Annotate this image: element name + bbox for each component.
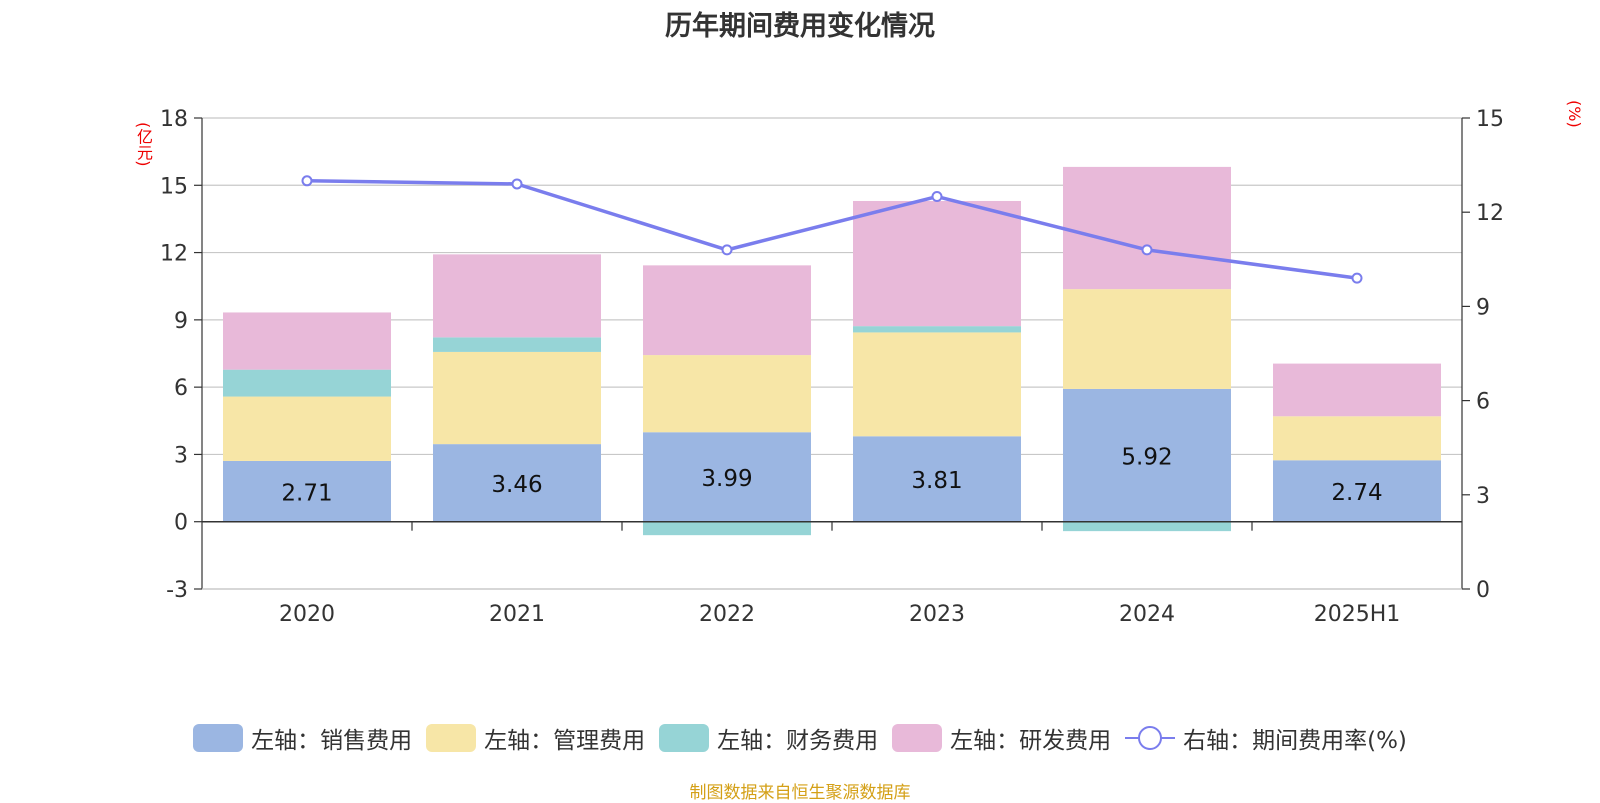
category-label: 2025H1 (1314, 602, 1401, 627)
bar-segment (1273, 363, 1441, 417)
left-tick-label: 6 (174, 376, 188, 401)
legend-label: 右轴：期间费用率(%) (1183, 728, 1407, 754)
bar-segment (853, 332, 1021, 437)
bar-segment (1063, 289, 1231, 389)
bar-segment (433, 337, 601, 352)
legend-label: 左轴：销售费用 (251, 728, 413, 754)
bar-segment (1063, 166, 1231, 290)
bar-value-label: 3.99 (701, 466, 752, 492)
left-tick-label: -3 (166, 578, 188, 603)
bar-segment (223, 312, 391, 370)
bar-segment (853, 200, 1021, 327)
rate-point (721, 244, 733, 256)
category-label: 2024 (1119, 602, 1175, 627)
right-tick-label: 0 (1476, 578, 1490, 603)
left-tick-label: 9 (174, 309, 188, 334)
bar-value-label: 2.74 (1331, 480, 1382, 506)
bar-value-label: 3.81 (911, 468, 962, 494)
rate-point (511, 178, 523, 190)
left-tick-label: 12 (160, 242, 188, 267)
legend-item[interactable]: 左轴：销售费用 (193, 721, 412, 755)
chart-title: 历年期间费用变化情况 (665, 11, 935, 42)
bar-segment (1273, 416, 1441, 461)
legend-label: 左轴：财务费用 (717, 728, 879, 754)
bar-value-label: 2.71 (281, 480, 332, 506)
legend-item[interactable]: 左轴：财务费用 (659, 721, 878, 755)
right-tick-label: 6 (1476, 390, 1490, 415)
bar-value-label: 5.92 (1121, 444, 1172, 470)
bar-segment (643, 432, 811, 522)
legend-item[interactable]: 左轴：管理费用 (426, 721, 645, 755)
bar-segment (853, 436, 1021, 522)
legend-item[interactable]: 右轴：期间费用率(%) (1125, 721, 1407, 755)
category-label: 2023 (909, 602, 965, 627)
bar-segment (853, 326, 1021, 333)
bar-segment (433, 351, 601, 445)
left-tick-label: 18 (160, 107, 188, 132)
bar-segment (1063, 521, 1231, 532)
left-tick-label: 3 (174, 443, 188, 468)
bar-segment (223, 396, 391, 461)
bar-segment (643, 355, 811, 433)
rate-point (931, 191, 943, 202)
legend-swatch (426, 724, 477, 752)
bar-value-label: 3.46 (491, 472, 542, 498)
bar-segment (643, 265, 811, 356)
bar-segment (433, 254, 601, 338)
legend-item[interactable]: 左轴：研发费用 (892, 721, 1111, 755)
legend-swatch (193, 724, 244, 752)
bar-segment (1063, 388, 1231, 522)
right-axis-unit: (%) (1565, 100, 1584, 128)
bar-segment (643, 521, 811, 536)
rate-point (301, 175, 313, 187)
bar-segment (433, 444, 601, 522)
legend-swatch (892, 724, 943, 752)
legend-label: 左轴：管理费用 (484, 728, 646, 754)
left-axis-unit: (亿元) (134, 122, 153, 167)
right-tick-label: 9 (1476, 295, 1490, 320)
bar-segment (223, 369, 391, 397)
legend-swatch (659, 724, 710, 752)
category-label: 2022 (699, 602, 755, 627)
left-tick-label: 15 (160, 174, 188, 199)
category-label: 2021 (489, 602, 545, 627)
right-tick-label: 12 (1476, 201, 1504, 226)
right-tick-label: 3 (1476, 484, 1490, 509)
category-label: 2020 (279, 602, 335, 627)
legend-line-marker (1125, 724, 1176, 752)
source-note: 制图数据来自恒生聚源数据库 (689, 783, 911, 803)
legend: 左轴：销售费用 左轴：管理费用 左轴：财务费用 左轴：研发费用 右轴：期间费用率(%) (0, 718, 1600, 758)
left-tick-label: 0 (174, 511, 188, 536)
rate-point (1351, 272, 1363, 284)
right-tick-label: 15 (1476, 107, 1504, 132)
bar-segment (1273, 460, 1441, 522)
legend-label: 左轴：研发费用 (950, 728, 1112, 754)
bar-segment (223, 460, 391, 522)
rate-line (306, 179, 1358, 280)
rate-point (1141, 244, 1153, 256)
